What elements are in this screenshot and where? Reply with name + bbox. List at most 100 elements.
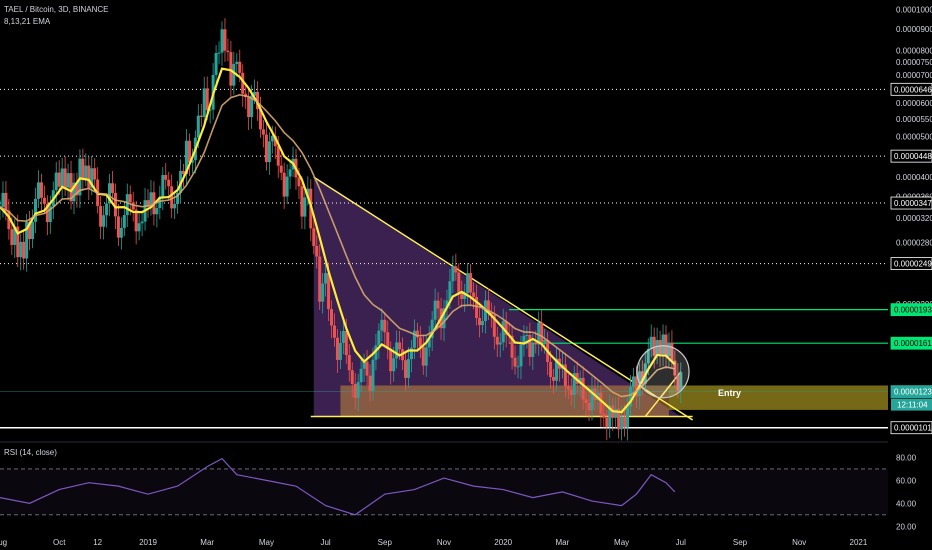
candle-body [190, 160, 194, 163]
ema-line-fast [0, 67, 676, 414]
candle-body [102, 215, 106, 227]
candle-body [371, 359, 375, 391]
candle-body [4, 192, 8, 211]
candle-body [39, 182, 43, 198]
candle-body [69, 173, 73, 202]
candle-body [552, 377, 556, 381]
candle-body [48, 206, 52, 223]
candle-body [16, 226, 20, 258]
candle-body [495, 336, 499, 345]
candle-body [297, 177, 301, 187]
candle-body [406, 359, 410, 378]
candle-body [522, 335, 526, 345]
level-tag-box [890, 385, 932, 398]
candle-body [430, 319, 434, 338]
candle-body [321, 283, 325, 302]
level-tag-label: 0.00001238 [894, 388, 932, 397]
candle-body [554, 358, 558, 381]
candle-body [330, 309, 334, 326]
candle-body [315, 245, 319, 257]
candle-body [131, 202, 135, 210]
candle-body [34, 198, 38, 222]
candle-body [161, 174, 165, 197]
candle-body [279, 165, 283, 173]
candle-body [167, 179, 171, 187]
time-tick-label: Mar [556, 538, 570, 547]
time-tick-label: 2019 [139, 538, 157, 547]
candle-body [205, 88, 209, 111]
candle-body [489, 312, 493, 316]
candle-body [540, 322, 544, 343]
candle-body [652, 336, 656, 356]
level-tag-label: 0.00001613 [894, 339, 932, 348]
countdown-tag-box [891, 398, 932, 411]
candle-body [134, 209, 138, 232]
rsi-line [0, 457, 676, 516]
candle-body [516, 366, 520, 368]
candle-body [596, 392, 600, 401]
candle-body [232, 63, 236, 86]
candle-body [341, 331, 345, 343]
candle-body [590, 388, 594, 411]
level-tag-label: 0.00002493 [894, 260, 932, 269]
candle-body [300, 186, 304, 217]
candle-body [377, 330, 381, 346]
candle-body [486, 300, 490, 313]
level-tag-box [890, 196, 932, 210]
candle-body [628, 387, 632, 407]
candle-body [409, 347, 413, 360]
candle-body [563, 364, 567, 387]
time-tick-label: Mar [200, 538, 214, 547]
candle-body [531, 342, 535, 357]
candle-body [1, 192, 5, 207]
candle-body [374, 345, 378, 360]
candle-body [182, 170, 186, 175]
candle-body [306, 188, 310, 198]
candle-body [380, 319, 384, 331]
level-tag-box [890, 421, 932, 435]
candle-body [584, 399, 588, 404]
candle-body [504, 321, 508, 335]
candle-body [673, 360, 677, 376]
rsi-legend: RSI (14, close) [4, 448, 57, 457]
candle-body [569, 389, 573, 396]
candle-body [602, 413, 606, 418]
candle-body [208, 109, 212, 111]
rsi-tick-label: 60.00 [896, 476, 917, 485]
candle-body [116, 216, 120, 238]
candle-body [457, 272, 461, 293]
candle-body [99, 205, 103, 227]
candle-body [617, 408, 621, 430]
candle-body [238, 61, 242, 73]
candle-body [626, 406, 630, 428]
candle-body [655, 339, 659, 356]
candle-body [501, 321, 505, 343]
candle-body [566, 386, 570, 390]
time-tick-label: 2021 [850, 538, 868, 547]
candle-body [433, 300, 437, 320]
candle-body [108, 183, 112, 204]
rsi-band [0, 468, 888, 515]
candle-body [128, 194, 132, 203]
candle-body [273, 135, 277, 147]
candle-body [475, 296, 479, 319]
candle-body [442, 308, 446, 329]
candle-body [427, 337, 431, 348]
candle-body [404, 360, 408, 378]
candle-body [356, 382, 360, 398]
candle-body [264, 134, 268, 163]
candle-body [90, 168, 94, 188]
candle-body [631, 376, 635, 388]
candle-body [176, 192, 180, 204]
candle-body [196, 115, 200, 138]
candle-body [492, 315, 496, 337]
rsi-tick-label: 20.00 [896, 522, 917, 531]
candle-body [303, 197, 307, 217]
ema-line-slow [0, 94, 676, 398]
candle-body [332, 325, 336, 338]
candle-body [614, 408, 618, 418]
